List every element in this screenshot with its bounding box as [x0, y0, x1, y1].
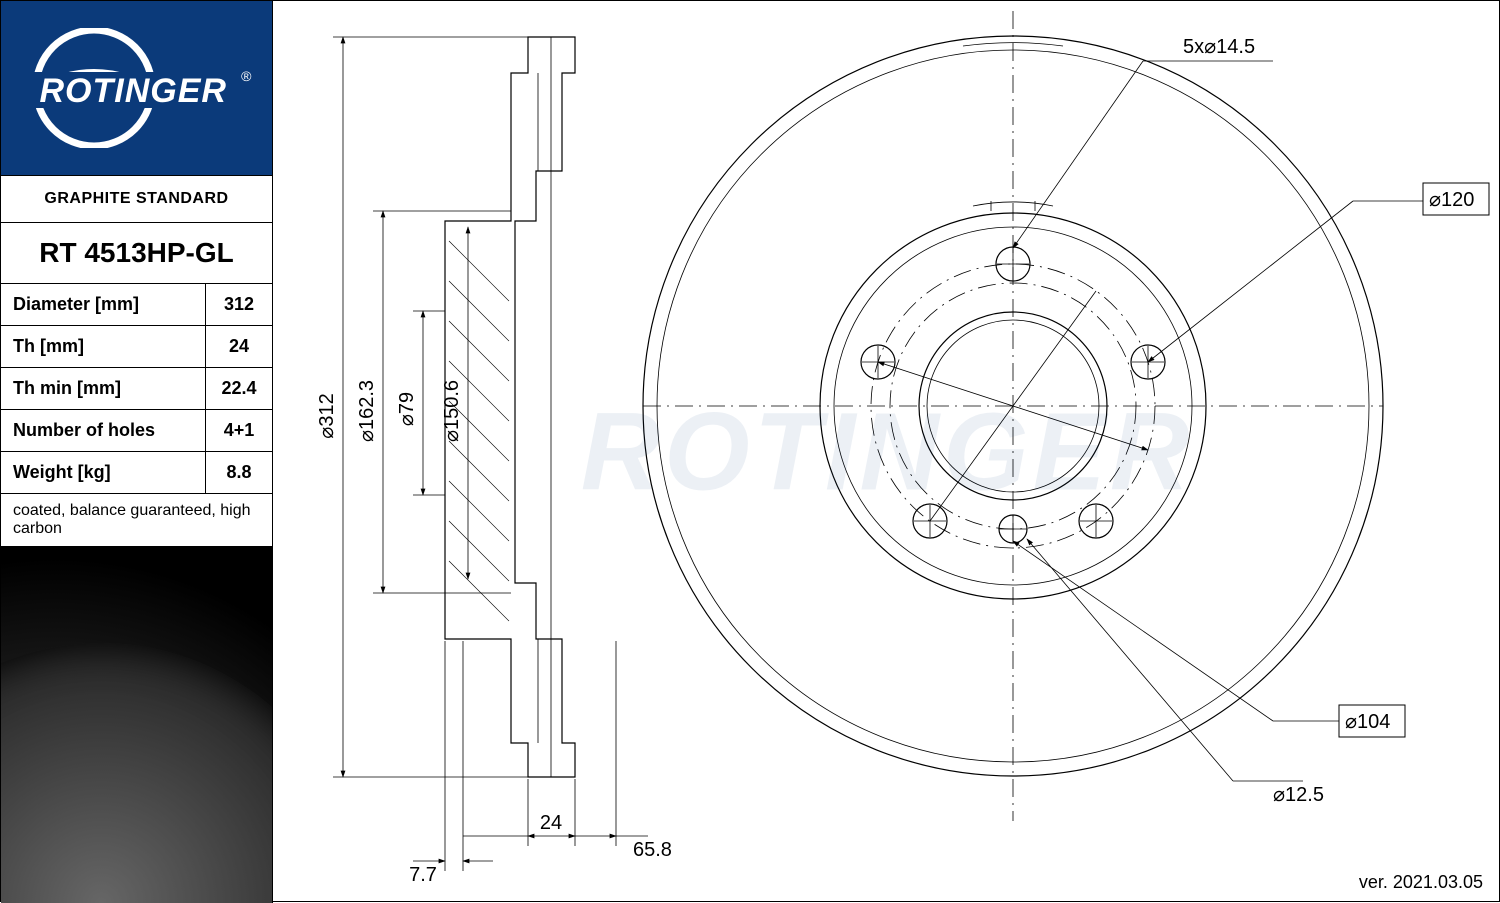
drawing-svg: ⌀312 ⌀162.3 ⌀79 ⌀150.6	[273, 1, 1500, 903]
svg-text:⌀162.3: ⌀162.3	[356, 380, 378, 442]
svg-text:⌀79: ⌀79	[396, 392, 418, 426]
spec-value: 24	[206, 326, 272, 367]
spec-value: 22.4	[206, 368, 272, 409]
svg-text:⌀12.5: ⌀12.5	[1273, 784, 1324, 806]
spec-label: Diameter [mm]	[1, 284, 206, 325]
spec-value: 8.8	[206, 452, 272, 493]
svg-text:65.8: 65.8	[633, 839, 672, 861]
svg-text:7.7: 7.7	[409, 864, 437, 886]
spec-row: Number of holes 4+1	[1, 410, 272, 452]
product-notes: coated, balance guaranteed, high carbon	[1, 494, 272, 547]
spec-value: 4+1	[206, 410, 272, 451]
front-view: 5x⌀14.5 ⌀120 ⌀104 ⌀12.5	[643, 11, 1489, 821]
spec-value: 312	[206, 284, 272, 325]
product-photo	[1, 547, 272, 903]
logo-registered: ®	[241, 68, 251, 84]
spec-label: Number of holes	[1, 410, 206, 451]
product-line: GRAPHITE STANDARD	[1, 176, 272, 223]
page: ROTINGER ® GRAPHITE STANDARD RT 4513HP-G…	[0, 0, 1500, 902]
part-number: RT 4513HP-GL	[1, 223, 272, 284]
version-label: ver. 2021.03.05	[1359, 872, 1483, 893]
spec-row: Weight [kg] 8.8	[1, 452, 272, 494]
svg-text:5x⌀14.5: 5x⌀14.5	[1183, 36, 1255, 58]
spec-label: Th [mm]	[1, 326, 206, 367]
spec-row: Diameter [mm] 312	[1, 284, 272, 326]
technical-drawing: ROTINGER	[273, 1, 1500, 903]
spec-row: Th [mm] 24	[1, 326, 272, 368]
spec-label: Th min [mm]	[1, 368, 206, 409]
svg-text:24: 24	[540, 812, 562, 834]
svg-text:⌀120: ⌀120	[1429, 189, 1474, 211]
section-view: ⌀312 ⌀162.3 ⌀79 ⌀150.6	[316, 37, 672, 886]
svg-text:⌀312: ⌀312	[316, 393, 338, 438]
svg-text:⌀104: ⌀104	[1345, 711, 1390, 733]
logo: ROTINGER ®	[22, 28, 252, 148]
logo-box: ROTINGER ®	[1, 1, 272, 176]
svg-text:⌀150.6: ⌀150.6	[441, 380, 463, 442]
sidebar: ROTINGER ® GRAPHITE STANDARD RT 4513HP-G…	[1, 1, 273, 903]
spec-row: Th min [mm] 22.4	[1, 368, 272, 410]
spec-label: Weight [kg]	[1, 452, 206, 493]
logo-text: ROTINGER	[40, 72, 227, 111]
